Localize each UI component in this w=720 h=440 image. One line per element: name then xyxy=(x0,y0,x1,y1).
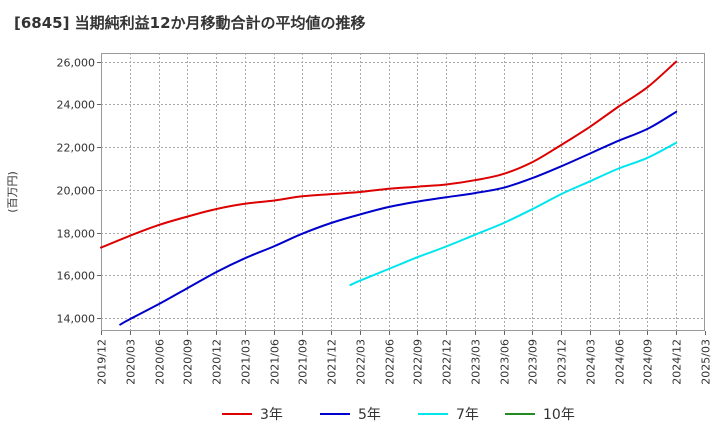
x-tick-label: 2024/09 xyxy=(642,339,655,385)
x-tick-label: 2020/12 xyxy=(211,339,224,385)
x-tick-label: 2020/06 xyxy=(154,339,167,385)
x-tick-label: 2025/03 xyxy=(700,339,713,385)
legend: 3年 5年 7年 10年 xyxy=(222,407,575,423)
y-axis-label: (百万円) xyxy=(6,171,19,213)
x-tick-label: 2022/12 xyxy=(441,339,454,385)
legend-label: 3年 xyxy=(260,407,283,423)
x-tick-label: 2022/06 xyxy=(384,339,397,385)
x-tick-label: 2019/12 xyxy=(96,339,109,385)
y-tick-label: 16,000 xyxy=(57,270,96,283)
x-tick-label: 2021/12 xyxy=(326,339,339,385)
y-tick-label: 24,000 xyxy=(57,99,96,112)
x-tick-label: 2022/09 xyxy=(412,339,425,385)
plot-area xyxy=(101,53,705,331)
x-tick-label: 2023/09 xyxy=(527,339,540,385)
x-tick-label: 2023/03 xyxy=(470,339,483,385)
x-tick-label: 2021/06 xyxy=(269,339,282,385)
x-tick-label: 2024/06 xyxy=(614,339,627,385)
legend-label: 5年 xyxy=(358,407,381,423)
x-axis: 2019/12 2020/03 2020/06 2020/09 2020/12 2021/… xyxy=(96,331,713,385)
y-tick-label: 18,000 xyxy=(57,228,96,241)
series-line-5年 xyxy=(119,110,678,326)
series-lines xyxy=(100,60,678,326)
y-tick-label: 20,000 xyxy=(57,185,96,198)
y-axis: 14,000 16,000 18,000 20,000 22,000 24,000 26,0… xyxy=(57,57,101,326)
x-tick-label: 2021/09 xyxy=(297,339,310,385)
legend-label: 7年 xyxy=(456,407,479,423)
y-tick-label: 26,000 xyxy=(57,57,96,70)
y-tick-label: 22,000 xyxy=(57,142,96,155)
x-tick-label: 2021/03 xyxy=(240,339,253,385)
x-tick-label: 2024/03 xyxy=(585,339,598,385)
y-tick-label: 14,000 xyxy=(57,313,96,326)
legend-label: 10年 xyxy=(543,407,575,423)
series-line-7年 xyxy=(349,141,678,286)
series-line-3年 xyxy=(100,60,678,249)
x-tick-label: 2020/09 xyxy=(182,339,195,385)
x-tick-label: 2023/06 xyxy=(499,339,512,385)
chart-title: [6845] 当期純利益12か月移動合計の平均値の推移 xyxy=(14,14,366,32)
x-tick-label: 2020/03 xyxy=(125,339,138,385)
x-tick-label: 2023/12 xyxy=(556,339,569,385)
x-tick-label: 2022/03 xyxy=(355,339,368,385)
plot-frame xyxy=(101,53,705,331)
x-tick-label: 2024/12 xyxy=(671,339,684,385)
grid-lines xyxy=(101,53,705,331)
